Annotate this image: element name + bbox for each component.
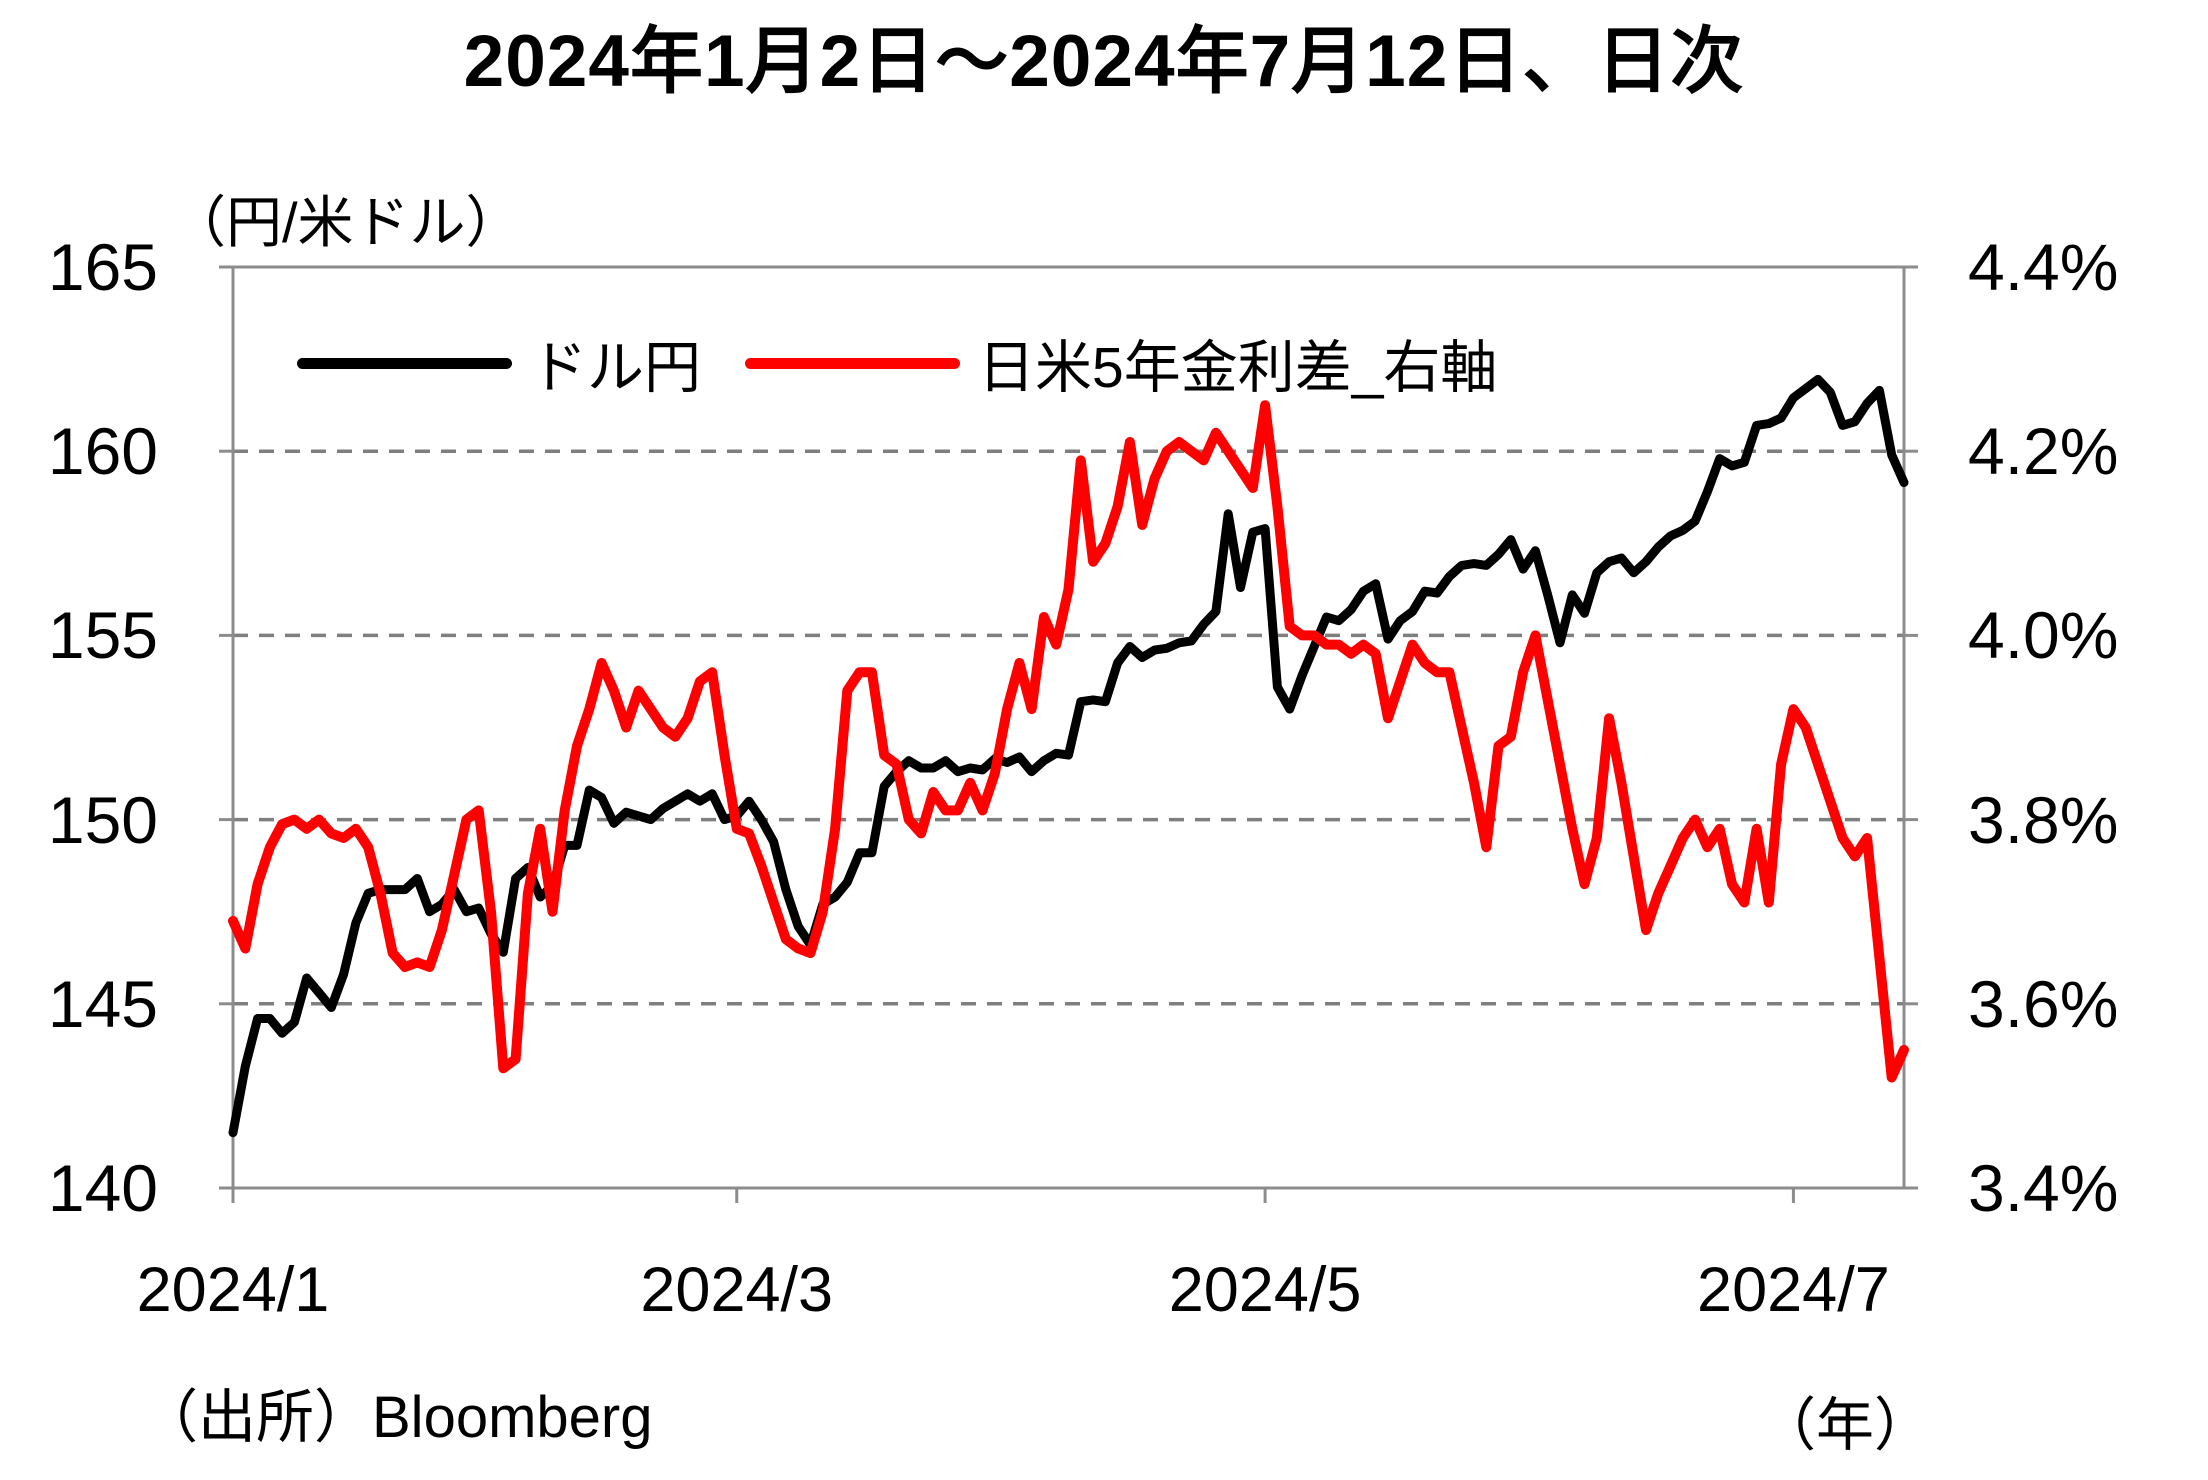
- rate-diff-legend-label: 日米5年金利差_右軸: [978, 336, 1498, 400]
- right-axis-tick-label: 3.4%: [1968, 1151, 2119, 1225]
- chart-title: 2024年1月2日～2024年7月12日、日次: [463, 21, 1745, 102]
- x-axis-unit-label: （年）: [1758, 1393, 1933, 1458]
- right-axis-tick-label: 4.4%: [1968, 230, 2119, 304]
- rate-diff-legend-line-icon: [745, 357, 960, 369]
- chart-legend: ドル円 日米5年金利差_右軸: [297, 330, 1497, 400]
- right-axis-tick-label: 4.2%: [1968, 414, 2119, 489]
- right-axis-tick-label: 3.8%: [1968, 782, 2119, 857]
- left-axis-tick-label: 160: [47, 414, 158, 489]
- left-axis-unit-label: （円/米ドル）: [170, 191, 522, 254]
- source-label: （出所）Bloomberg: [140, 1385, 653, 1450]
- usdjpy-legend-label: ドル円: [530, 336, 701, 400]
- plot-border: [231, 265, 1906, 1190]
- x-axis-tick-label: 2024/1: [136, 1255, 330, 1325]
- right-axis-tick-label: 4.0%: [1968, 598, 2119, 673]
- rate-diff-line: [228, 400, 1909, 1083]
- left-axis-tick-label: 150: [47, 782, 158, 857]
- left-axis-tick-label: 140: [47, 1151, 158, 1225]
- x-axis-tick-label: 2024/3: [640, 1255, 834, 1325]
- x-axis-tick-label: 2024/7: [1697, 1255, 1890, 1325]
- left-axis-tick-label: 165: [47, 230, 158, 304]
- x-axis-tick-label: 2024/5: [1168, 1255, 1362, 1325]
- usdjpy-legend-line-icon: [297, 357, 512, 369]
- left-axis-tick-label: 145: [47, 966, 158, 1041]
- right-axis-tick-label: 3.6%: [1968, 966, 2119, 1041]
- left-axis-tick-label: 155: [47, 598, 158, 673]
- usdjpy-line: [228, 374, 1909, 1138]
